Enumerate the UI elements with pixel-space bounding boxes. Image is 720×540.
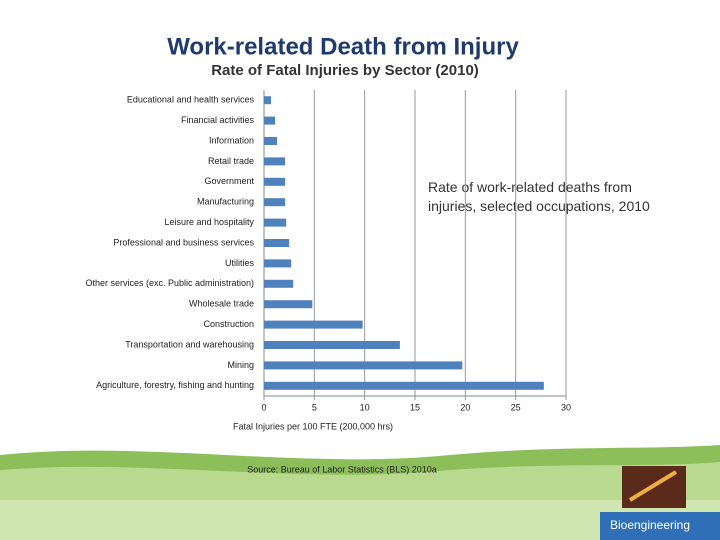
x-tick-label: 10 <box>360 402 370 412</box>
y-tick-label: Transportation and warehousing <box>125 339 254 349</box>
y-tick-label: Mining <box>227 360 254 370</box>
bar <box>264 198 286 207</box>
x-tick-label: 15 <box>410 402 420 412</box>
y-tick-label: Educational and health services <box>127 95 255 105</box>
x-tick-label: 0 <box>261 402 266 412</box>
y-tick-label: Retail trade <box>208 156 254 166</box>
bar <box>264 116 276 125</box>
bar <box>264 300 313 309</box>
x-tick-label: 20 <box>460 402 470 412</box>
y-tick-label: Construction <box>203 319 254 329</box>
bar <box>264 259 292 268</box>
annotation-box: Rate of work-related deaths from injurie… <box>428 179 650 214</box>
y-tick-label: Government <box>204 176 254 186</box>
bar <box>264 239 290 247</box>
bar <box>264 137 278 145</box>
bar <box>264 177 286 186</box>
bar <box>264 320 363 329</box>
footer-band <box>600 512 720 540</box>
decor-image <box>628 470 678 502</box>
y-tick-label: Wholesale trade <box>189 299 254 309</box>
y-tick-label: Leisure and hospitality <box>164 217 254 227</box>
source: Source: Bureau of Labor Statistics (BLS)… <box>247 464 437 474</box>
y-tick-label: Other services (exc. Public administrati… <box>85 278 254 288</box>
bar <box>264 361 463 370</box>
x-axis-label: Fatal Injuries per 100 FTE (200,000 hrs) <box>233 421 393 431</box>
y-tick-label: Utilities <box>225 258 255 268</box>
bar <box>264 341 400 349</box>
chart-subtitle: Rate of Fatal Injuries by Sector (2010) <box>211 62 479 79</box>
x-tick-label: 25 <box>511 402 521 412</box>
x-tick-label: 5 <box>312 402 317 412</box>
annotation: Rate of work-related deaths from injurie… <box>428 179 650 214</box>
bar <box>264 381 544 390</box>
chart-title: Work-related Death from Injury <box>167 33 519 60</box>
y-tick-label: Financial activities <box>181 115 255 125</box>
y-tick-label: Manufacturing <box>197 197 254 207</box>
bar <box>264 279 294 288</box>
y-tick-label: Information <box>209 135 254 145</box>
bar <box>264 218 287 227</box>
bar <box>264 157 286 166</box>
y-tick-label: Agriculture, forestry, fishing and hunti… <box>96 380 254 390</box>
bar <box>264 96 272 105</box>
footer-text: Bioengineering <box>610 518 690 532</box>
x-tick-label: 30 <box>561 402 571 412</box>
y-tick-label: Professional and business services <box>113 237 254 247</box>
